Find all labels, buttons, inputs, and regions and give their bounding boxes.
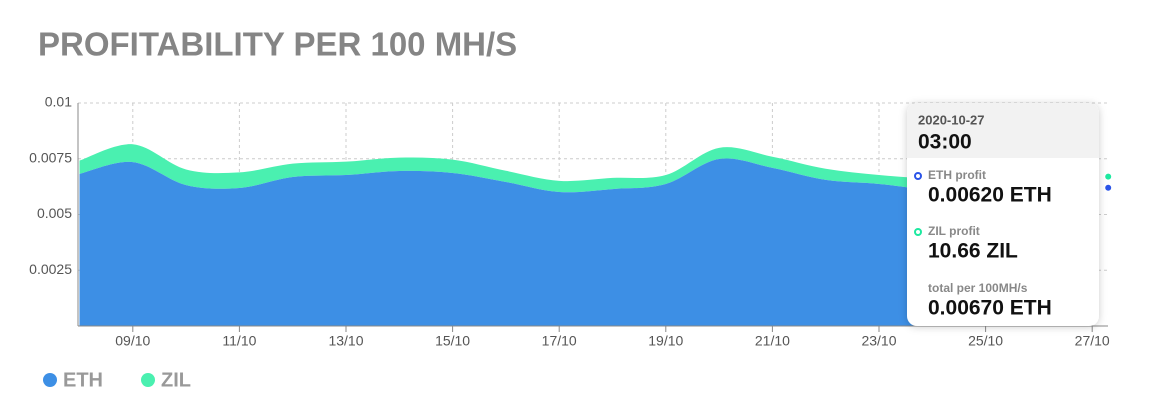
tooltip-value: 10.66 ZIL — [928, 240, 1018, 263]
x-tick-label: 15/10 — [435, 333, 470, 349]
hover-point — [1104, 183, 1113, 192]
tooltip-marker — [914, 228, 922, 236]
legend-label: ZIL — [161, 369, 191, 391]
chart-title: PROFITABILITY PER 100 MH/S — [38, 26, 517, 63]
x-tick-label: 11/10 — [222, 333, 256, 349]
tooltip-value: 0.00670 ETH — [928, 297, 1052, 320]
legend-label: ETH — [63, 369, 103, 391]
tooltip-box — [907, 103, 1099, 326]
y-tick-label: 0.0025 — [29, 261, 72, 277]
legend-marker — [43, 373, 57, 387]
x-tick-label: 19/10 — [648, 333, 683, 349]
tooltip-date: 2020-10-27 — [918, 112, 985, 127]
y-tick-label: 0.0075 — [29, 149, 72, 165]
tooltip-label: ETH profit — [928, 168, 986, 182]
tooltip-marker — [914, 172, 922, 180]
tooltip-time: 03:00 — [918, 131, 972, 154]
plot: 0.0025 0.005 0.0075 0.01 09/10 11/10 13/10 15/1… — [29, 94, 1110, 349]
hover-point — [1104, 172, 1113, 181]
x-tick-label: 21/10 — [755, 333, 790, 349]
area — [79, 158, 1093, 326]
area — [79, 144, 1093, 193]
tooltip-value: 0.00620 ETH — [928, 184, 1052, 207]
tooltip-header — [907, 103, 1099, 158]
y-tick-label: 0.01 — [45, 94, 72, 110]
tooltip-label: total per 100MH/s — [928, 281, 1028, 295]
tooltip-label: ZIL profit — [928, 224, 980, 238]
x-tick-label: 09/10 — [115, 333, 150, 349]
legend: ETH ZIL — [43, 369, 191, 391]
x-tick-label: 13/10 — [328, 333, 363, 349]
tooltip: 2020-10-27 03:00 ETH profit 0.00620 ETH ZIL … — [907, 103, 1113, 326]
y-tick-label: 0.005 — [37, 205, 72, 221]
x-tick-label: 27/10 — [1075, 333, 1110, 349]
x-tick-label: 17/10 — [542, 333, 577, 349]
legend-marker — [141, 373, 155, 387]
x-tick-label: 23/10 — [861, 333, 896, 349]
x-tick-label: 25/10 — [968, 333, 1003, 349]
